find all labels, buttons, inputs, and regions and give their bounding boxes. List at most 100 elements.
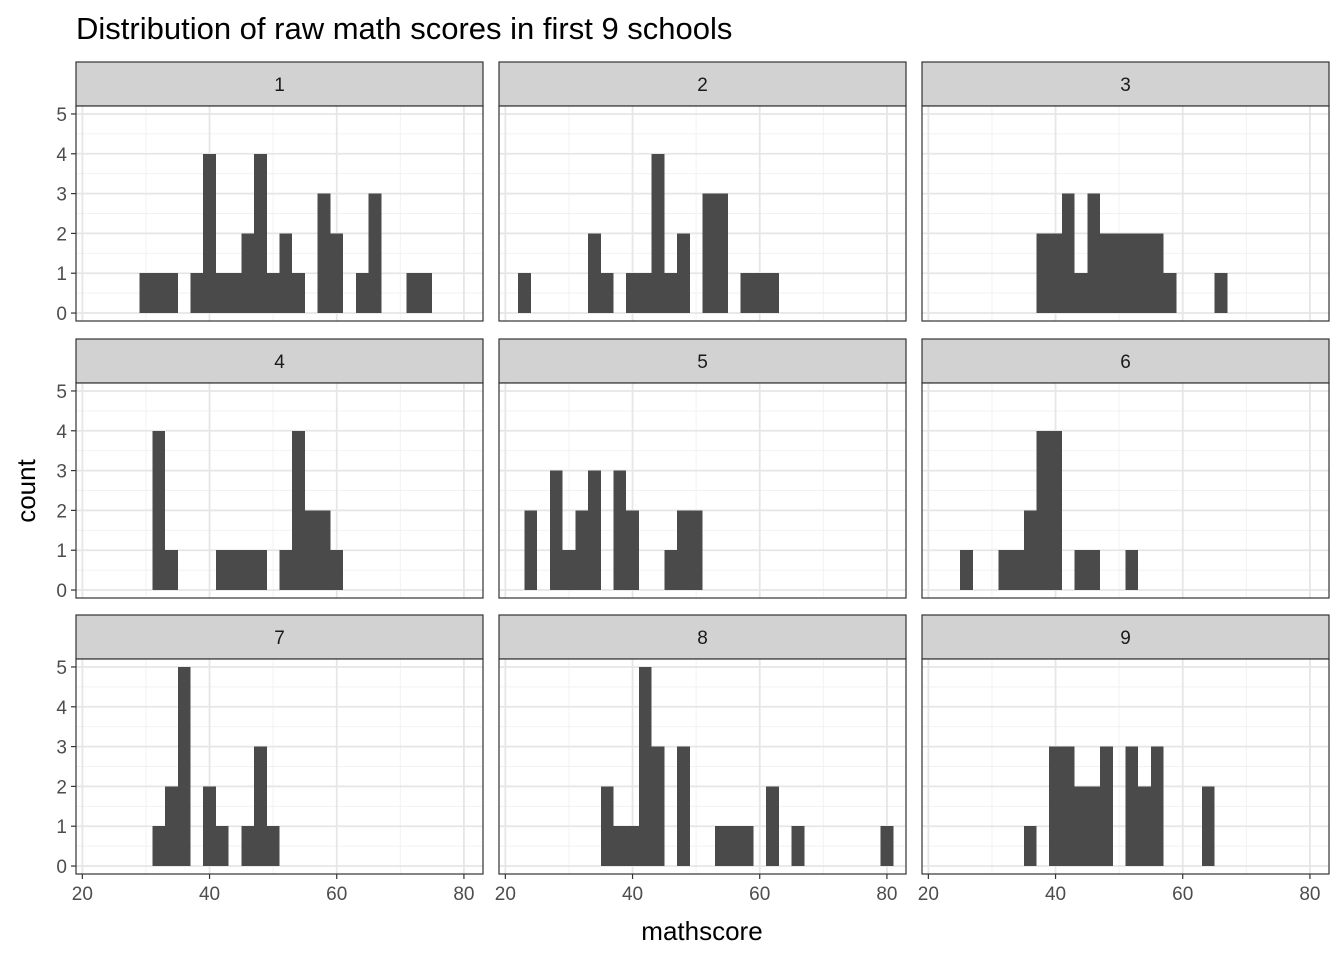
facet-strip <box>921 338 1330 384</box>
histogram-bar <box>241 550 255 591</box>
histogram-bar <box>689 510 703 591</box>
histogram-bar <box>677 746 690 867</box>
y-axis-title: count <box>11 458 41 522</box>
histogram-bar <box>1074 273 1088 314</box>
histogram-bar <box>880 826 894 867</box>
histogram-bar <box>203 153 216 314</box>
y-tick-label: 3 <box>56 738 67 759</box>
x-tick-label: 20 <box>918 884 939 905</box>
histogram-bar <box>1023 510 1037 591</box>
y-tick-label: 4 <box>56 145 67 166</box>
histogram-bar <box>1214 273 1228 314</box>
histogram-bar <box>317 510 331 591</box>
facet-panel-1: 1 0 1 2 3 4 5 <box>56 61 484 325</box>
histogram-bar <box>626 510 639 591</box>
histogram-bar <box>575 510 589 591</box>
histogram-bar <box>1125 746 1139 867</box>
facet-panel-4: 4 0 1 2 3 4 5 <box>56 338 484 602</box>
histogram-bar <box>1036 430 1050 591</box>
facet-panel-3: 3 <box>921 61 1330 322</box>
histogram-bar <box>998 550 1012 591</box>
histogram-bar <box>677 510 690 591</box>
histogram-bar <box>266 273 280 314</box>
x-tick-label: 40 <box>622 884 643 905</box>
histogram-bar <box>406 273 420 314</box>
histogram-bar <box>791 826 805 867</box>
histogram-bar <box>228 550 242 591</box>
facet-panel-2: 2 <box>498 61 907 322</box>
histogram-bar <box>165 786 178 867</box>
facet-strip <box>498 61 907 107</box>
histogram-bar <box>702 193 716 314</box>
histogram-bar <box>1074 786 1088 867</box>
histogram-bar <box>1100 746 1113 867</box>
histogram-bar <box>1112 233 1126 314</box>
histogram-bar <box>1150 746 1164 867</box>
histogram-bar <box>549 470 563 591</box>
histogram-bar <box>241 233 255 314</box>
y-tick-label: 0 <box>56 581 67 602</box>
histogram-bar <box>1201 786 1215 867</box>
x-tick-label: 80 <box>1299 884 1320 905</box>
histogram-bar <box>766 786 779 867</box>
facet-strip-label: 6 <box>1120 352 1131 373</box>
histogram-bar <box>1049 430 1062 591</box>
histogram-bar <box>1138 786 1151 867</box>
histogram-bar <box>279 233 293 314</box>
histogram-bar <box>419 273 433 314</box>
panel-border <box>75 105 484 322</box>
x-tick-label: 80 <box>876 884 897 905</box>
histogram-bar <box>1074 550 1088 591</box>
histogram-bar <box>651 153 665 314</box>
histogram-bar <box>190 273 204 314</box>
histogram-bar <box>626 826 639 867</box>
x-tick-label: 40 <box>199 884 220 905</box>
histogram-bar <box>753 273 767 314</box>
panel-border <box>75 658 484 875</box>
histogram-bar <box>1011 550 1024 591</box>
histogram-bar <box>139 273 153 314</box>
histogram-bar <box>1138 233 1151 314</box>
y-tick-label: 3 <box>56 462 67 483</box>
panel-border <box>498 382 907 599</box>
y-tick-label: 0 <box>56 857 67 878</box>
histogram-bar <box>651 746 665 867</box>
y-tick-label: 5 <box>56 105 67 126</box>
histogram-bar <box>215 273 229 314</box>
histogram-bar <box>330 550 344 591</box>
facet-panel-5: 5 <box>498 338 907 599</box>
histogram-bar <box>1049 233 1062 314</box>
facet-strip <box>75 614 484 660</box>
histogram-bar <box>1061 193 1075 314</box>
histogram-bar <box>1087 193 1101 314</box>
histogram-bar <box>165 550 178 591</box>
facet-panel-6: 6 <box>921 338 1330 599</box>
histogram-bar <box>1125 550 1139 591</box>
histogram-bar <box>317 193 331 314</box>
histogram-bar <box>613 826 627 867</box>
histogram-bar <box>1087 550 1101 591</box>
facet-panel-8: 8 20 40 60 80 <box>495 614 907 905</box>
y-tick-label: 1 <box>56 264 67 285</box>
histogram-bar <box>254 746 267 867</box>
histogram-bar <box>638 666 652 867</box>
histogram-bar <box>1023 826 1037 867</box>
histogram-bar <box>1036 233 1050 314</box>
x-tick-label: 80 <box>453 884 474 905</box>
histogram-bar <box>588 233 601 314</box>
histogram-bar <box>600 786 614 867</box>
facet-strip <box>498 338 907 384</box>
histogram-bar <box>960 550 973 591</box>
histogram-bar <box>715 193 728 314</box>
histogram-bar <box>588 470 601 591</box>
facet-strip-label: 2 <box>697 75 708 96</box>
panel-border <box>498 105 907 322</box>
histogram-bar <box>740 273 754 314</box>
facet-panel-9: 9 20 40 60 80 <box>918 614 1330 905</box>
histogram-bar <box>152 430 166 591</box>
histogram-bar <box>677 233 690 314</box>
histogram-bar <box>215 550 229 591</box>
histogram-bar <box>165 273 178 314</box>
